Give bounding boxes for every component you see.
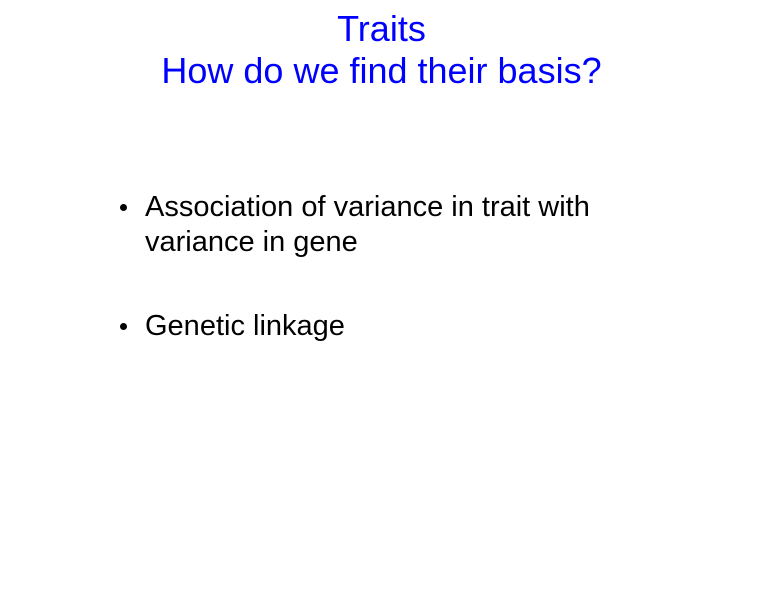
bullet-icon [120, 204, 127, 211]
slide: Traits How do we find their basis? Assoc… [0, 0, 763, 595]
slide-title: Traits How do we find their basis? [0, 8, 763, 93]
bullet-text: Genetic linkage [145, 309, 345, 344]
list-item: Association of variance in trait with va… [120, 190, 680, 261]
title-line-2: How do we find their basis? [0, 50, 763, 92]
bullet-icon [120, 323, 127, 330]
bullet-text: Association of variance in trait with va… [145, 190, 680, 261]
title-line-1: Traits [0, 8, 763, 50]
list-item: Genetic linkage [120, 309, 680, 344]
slide-body: Association of variance in trait with va… [120, 190, 680, 392]
